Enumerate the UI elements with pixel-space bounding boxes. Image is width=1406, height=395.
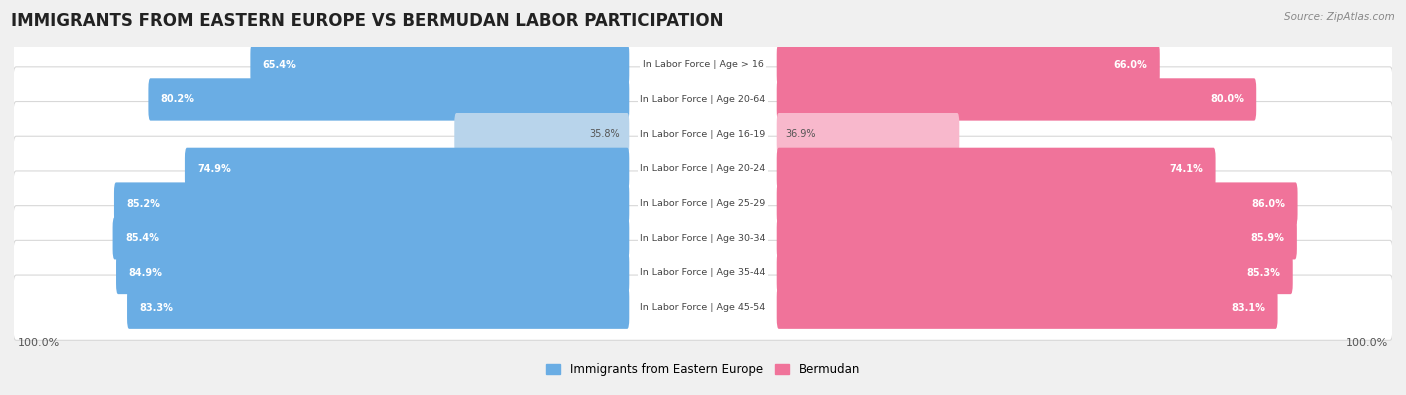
Text: In Labor Force | Age 35-44: In Labor Force | Age 35-44 — [640, 269, 766, 277]
Text: In Labor Force | Age 30-34: In Labor Force | Age 30-34 — [640, 234, 766, 243]
FancyBboxPatch shape — [776, 252, 1292, 294]
FancyBboxPatch shape — [13, 32, 1393, 98]
FancyBboxPatch shape — [776, 217, 1296, 260]
Text: 36.9%: 36.9% — [786, 129, 815, 139]
Text: 85.2%: 85.2% — [127, 199, 160, 209]
Text: 83.1%: 83.1% — [1232, 303, 1265, 313]
Text: 85.4%: 85.4% — [125, 233, 159, 243]
FancyBboxPatch shape — [186, 148, 630, 190]
Text: 100.0%: 100.0% — [17, 338, 59, 348]
Text: 83.3%: 83.3% — [139, 303, 173, 313]
FancyBboxPatch shape — [776, 182, 1298, 225]
FancyBboxPatch shape — [13, 102, 1393, 167]
FancyBboxPatch shape — [127, 286, 630, 329]
Text: 84.9%: 84.9% — [128, 268, 162, 278]
Text: 74.1%: 74.1% — [1170, 164, 1204, 174]
FancyBboxPatch shape — [13, 67, 1393, 132]
Text: 35.8%: 35.8% — [589, 129, 620, 139]
FancyBboxPatch shape — [776, 78, 1256, 120]
Text: 66.0%: 66.0% — [1114, 60, 1147, 70]
Text: Source: ZipAtlas.com: Source: ZipAtlas.com — [1284, 12, 1395, 22]
FancyBboxPatch shape — [13, 136, 1393, 201]
FancyBboxPatch shape — [114, 182, 630, 225]
Text: In Labor Force | Age 45-54: In Labor Force | Age 45-54 — [640, 303, 766, 312]
Text: In Labor Force | Age > 16: In Labor Force | Age > 16 — [643, 60, 763, 69]
Text: 80.0%: 80.0% — [1211, 94, 1244, 104]
FancyBboxPatch shape — [13, 206, 1393, 271]
Legend: Immigrants from Eastern Europe, Bermudan: Immigrants from Eastern Europe, Bermudan — [541, 358, 865, 381]
Text: 65.4%: 65.4% — [263, 60, 297, 70]
FancyBboxPatch shape — [776, 148, 1216, 190]
Text: In Labor Force | Age 16-19: In Labor Force | Age 16-19 — [640, 130, 766, 139]
Text: 86.0%: 86.0% — [1251, 199, 1285, 209]
Text: 85.3%: 85.3% — [1247, 268, 1281, 278]
Text: In Labor Force | Age 20-64: In Labor Force | Age 20-64 — [640, 95, 766, 104]
FancyBboxPatch shape — [13, 275, 1393, 340]
FancyBboxPatch shape — [112, 217, 630, 260]
FancyBboxPatch shape — [776, 286, 1278, 329]
FancyBboxPatch shape — [13, 171, 1393, 236]
FancyBboxPatch shape — [117, 252, 630, 294]
FancyBboxPatch shape — [13, 241, 1393, 306]
Text: 85.9%: 85.9% — [1250, 233, 1285, 243]
FancyBboxPatch shape — [776, 113, 959, 155]
Text: 74.9%: 74.9% — [197, 164, 231, 174]
FancyBboxPatch shape — [776, 43, 1160, 86]
FancyBboxPatch shape — [250, 43, 630, 86]
Text: 100.0%: 100.0% — [1347, 338, 1389, 348]
Text: 80.2%: 80.2% — [160, 94, 194, 104]
FancyBboxPatch shape — [149, 78, 630, 120]
Text: In Labor Force | Age 25-29: In Labor Force | Age 25-29 — [640, 199, 766, 208]
FancyBboxPatch shape — [454, 113, 630, 155]
Text: In Labor Force | Age 20-24: In Labor Force | Age 20-24 — [640, 164, 766, 173]
Text: IMMIGRANTS FROM EASTERN EUROPE VS BERMUDAN LABOR PARTICIPATION: IMMIGRANTS FROM EASTERN EUROPE VS BERMUD… — [11, 12, 724, 30]
